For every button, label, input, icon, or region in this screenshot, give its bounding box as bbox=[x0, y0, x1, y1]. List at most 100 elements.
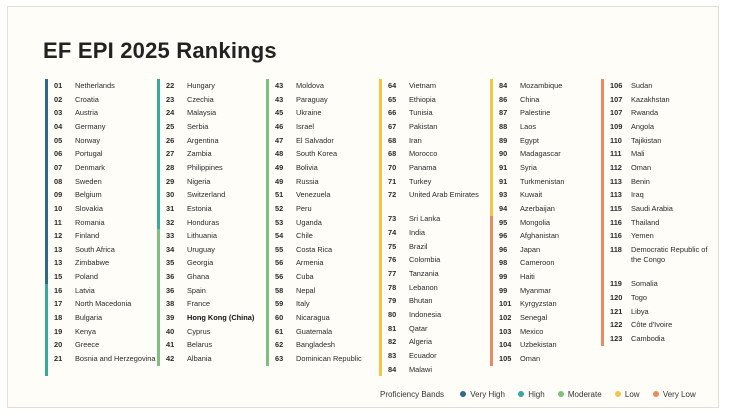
country-name: Italy bbox=[296, 299, 310, 309]
band-bar bbox=[157, 79, 160, 230]
country-name: Hungary bbox=[187, 81, 215, 90]
rank-number: 84 bbox=[499, 81, 508, 90]
country-name: Rwanda bbox=[631, 108, 659, 118]
rank-number: 74 bbox=[388, 228, 397, 237]
rank-number: 21 bbox=[54, 354, 63, 363]
rank-number: 12 bbox=[54, 231, 63, 241]
rank-number: 36 bbox=[166, 272, 175, 282]
legend-item-very-high: Very High bbox=[460, 390, 505, 399]
country-name: Uruguay bbox=[187, 244, 215, 254]
country-name: Mongolia bbox=[520, 217, 550, 227]
rank-number: 60 bbox=[275, 313, 284, 323]
country-name: Georgia bbox=[187, 258, 214, 268]
rank-number: 71 bbox=[388, 176, 397, 186]
country-name: Turkey bbox=[409, 176, 432, 186]
country-name: Bangladesh bbox=[296, 340, 336, 350]
rank-number: 16 bbox=[54, 285, 63, 295]
band-bar bbox=[45, 79, 48, 284]
rank-number: 28 bbox=[166, 162, 175, 172]
country-name: Côte d'Ivoire bbox=[631, 320, 673, 330]
country-name: Lithuania bbox=[187, 231, 217, 241]
country-name: Nicaragua bbox=[296, 313, 330, 323]
country-name: Norway bbox=[75, 135, 101, 145]
rank-number: 119 bbox=[610, 279, 622, 289]
country-name: Bulgaria bbox=[75, 313, 103, 323]
rank-number: 63 bbox=[275, 354, 284, 363]
rankings-card: EF EPI 2025 Rankings 01 Netherlands 02 Croa… bbox=[7, 6, 719, 408]
country-name: Netherlands bbox=[75, 81, 115, 90]
country-name: China bbox=[520, 94, 540, 104]
country-name: North Macedonia bbox=[75, 299, 132, 309]
rank-number: 111 bbox=[610, 149, 622, 159]
country-name: South Africa bbox=[75, 244, 115, 254]
country-name: Yemen bbox=[631, 231, 654, 241]
rank-number: 20 bbox=[54, 340, 63, 350]
rank-number: 93 bbox=[499, 190, 508, 200]
country-name: Kuwait bbox=[520, 190, 543, 200]
rank-number: 31 bbox=[166, 203, 175, 213]
rank-number: 54 bbox=[275, 231, 284, 241]
band-bar bbox=[379, 79, 382, 377]
country-name: Denmark bbox=[75, 162, 105, 172]
rank-number: 104 bbox=[499, 340, 512, 350]
rank-number: 75 bbox=[388, 241, 397, 251]
rank-number: 49 bbox=[275, 176, 284, 186]
rank-number: 83 bbox=[388, 350, 397, 360]
country-name: Tanzania bbox=[409, 268, 439, 278]
country-name: Madagascar bbox=[520, 149, 561, 159]
country-name: Ecuador bbox=[409, 350, 437, 360]
rank-number: 03 bbox=[54, 108, 63, 118]
rank-number: 13 bbox=[54, 244, 63, 254]
rank-number: 120 bbox=[610, 293, 623, 303]
rank-number: 88 bbox=[499, 121, 508, 131]
rank-number: 17 bbox=[54, 299, 63, 309]
rank-number: 56 bbox=[275, 272, 284, 282]
country-name: Albania bbox=[187, 354, 212, 363]
rank-number: 68 bbox=[388, 149, 397, 159]
country-name: Somalia bbox=[631, 279, 658, 289]
legend-title: Proficiency Bands bbox=[380, 390, 445, 399]
rank-number: 53 bbox=[275, 217, 284, 227]
rank-number: 06 bbox=[54, 149, 63, 159]
country-name: Brazil bbox=[409, 241, 428, 251]
country-name: Peru bbox=[296, 203, 312, 213]
rank-number: 80 bbox=[388, 309, 397, 319]
rank-number: 59 bbox=[275, 299, 284, 309]
rank-number: 15 bbox=[54, 272, 63, 282]
country-name: Oman bbox=[631, 162, 652, 172]
country-name: Argentina bbox=[187, 135, 219, 145]
rank-number: 96 bbox=[499, 244, 508, 254]
very-low-dot-icon bbox=[652, 390, 659, 397]
country-name: Iraq bbox=[631, 190, 644, 200]
rank-number: 26 bbox=[166, 135, 175, 145]
rank-number: 91 bbox=[499, 176, 508, 186]
rank-number: 09 bbox=[54, 190, 63, 200]
country-name: Mexico bbox=[520, 326, 544, 336]
rank-number: 98 bbox=[499, 258, 508, 268]
rank-number: 113 bbox=[610, 190, 622, 200]
rank-number: 61 bbox=[275, 326, 284, 336]
rank-number: 79 bbox=[388, 296, 397, 306]
rank-number: 49 bbox=[275, 162, 284, 172]
country-name: Spain bbox=[187, 285, 206, 295]
country-name: Kenya bbox=[75, 326, 96, 336]
country-name: Serbia bbox=[187, 121, 209, 131]
country-name: Cyprus bbox=[187, 326, 211, 336]
country-name: Romania bbox=[75, 217, 105, 227]
country-name: Zimbabwe bbox=[75, 258, 110, 268]
country-name: Hong Kong (China) bbox=[187, 313, 255, 323]
country-name: Paraguay bbox=[296, 94, 328, 104]
country-name: Myanmar bbox=[520, 285, 551, 295]
rank-number: 94 bbox=[499, 203, 508, 213]
rank-number: 113 bbox=[610, 176, 622, 186]
country-name: Israel bbox=[296, 121, 315, 131]
country-name: India bbox=[409, 228, 426, 237]
rank-number: 46 bbox=[275, 121, 284, 131]
rank-number: 96 bbox=[499, 231, 508, 241]
country-name: Turkmenistan bbox=[520, 176, 565, 186]
legend: Proficiency Bands Very High High Moderat… bbox=[380, 390, 707, 399]
band-bar bbox=[266, 79, 269, 366]
country-name: Cuba bbox=[296, 272, 314, 282]
country-name: Croatia bbox=[75, 94, 99, 104]
country-name: Democratic Republic of the Congo bbox=[631, 244, 708, 265]
